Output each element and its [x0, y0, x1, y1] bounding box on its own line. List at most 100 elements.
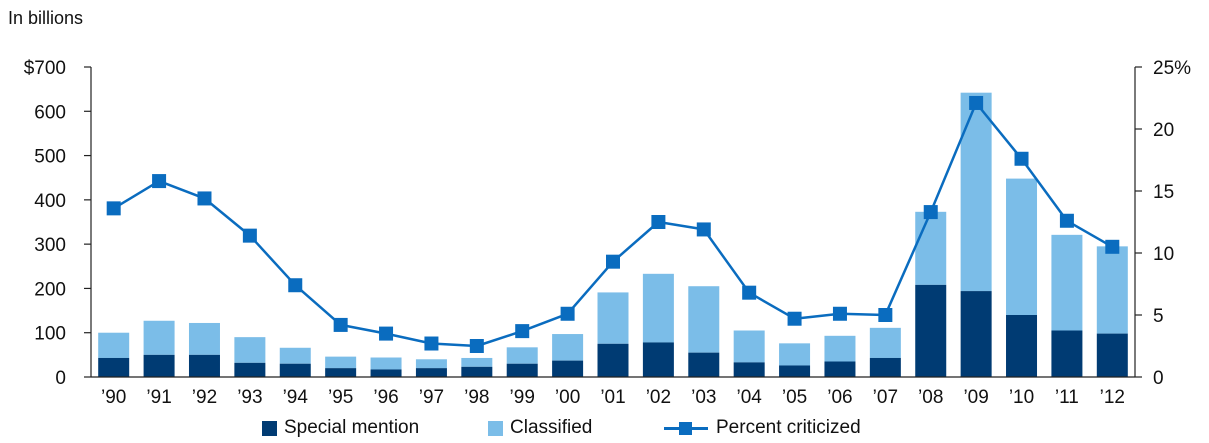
bar-special-mention	[824, 361, 856, 377]
percent-criticized-point	[242, 228, 257, 243]
bar-classified	[188, 322, 220, 355]
bar-classified	[779, 343, 811, 366]
x-axis: ’90 ’91 ’92 ’93 ’94 ’95 ’96 ’97 ’98 ’99 ’00 ’01 ’02 ’…	[91, 376, 1135, 408]
percent-criticized-point	[878, 308, 893, 322]
bar-special-mention	[688, 352, 720, 377]
percent-criticized-point	[1105, 239, 1120, 254]
percent-criticized-point	[969, 95, 984, 110]
bar-special-mention	[325, 368, 357, 377]
bar-special-mention	[779, 365, 811, 377]
bar-classified	[552, 334, 584, 361]
x-tick-label: ’99	[510, 387, 535, 408]
x-tick-label: ’97	[419, 387, 444, 408]
x-tick-label: ’11	[1055, 387, 1079, 408]
bar-classified	[960, 92, 992, 292]
bar-classified	[824, 335, 856, 362]
x-tick-label: ’98	[464, 387, 489, 408]
x-tick-label: ’92	[192, 387, 217, 408]
right-axis: 0 5 10 15 20 25%	[1134, 58, 1191, 389]
x-tick-label: ’00	[555, 387, 580, 408]
percent-criticized-point	[560, 306, 575, 321]
percent-criticized-point	[288, 278, 303, 293]
x-tick-label: ’93	[237, 387, 262, 408]
bar-classified	[597, 292, 629, 344]
bar-classified	[869, 327, 901, 358]
x-tick-label: ’09	[963, 387, 988, 408]
left-tick-label: $700	[24, 58, 66, 79]
bar-special-mention	[552, 360, 584, 377]
percent-criticized-point	[469, 339, 484, 353]
x-tick-label: ’12	[1100, 387, 1125, 408]
x-tick-label: ’05	[782, 387, 807, 408]
x-tick-label: ’90	[101, 387, 126, 408]
bar-classified	[143, 320, 175, 355]
bar-special-mention	[370, 369, 402, 377]
legend-item-special-mention: Special mention	[262, 417, 419, 439]
legend: Special mention Classified Percent criti…	[0, 417, 1209, 443]
bar-special-mention	[960, 291, 992, 377]
bar-classified	[733, 330, 765, 363]
bar-classified	[915, 211, 947, 285]
bar-special-mention	[869, 357, 901, 377]
legend-item-percent-criticized: Percent criticized	[664, 417, 861, 439]
percent-criticized-point	[832, 306, 847, 321]
bar-special-mention	[234, 362, 266, 377]
bar-classified	[506, 347, 538, 364]
right-tick-label: 20	[1153, 120, 1174, 141]
bar-classified	[1051, 234, 1083, 331]
x-tick-label: ’01	[600, 387, 625, 408]
bar-special-mention	[415, 368, 447, 377]
legend-label-special-mention: Special mention	[284, 417, 420, 438]
x-tick-label: ’07	[873, 387, 898, 408]
unit-label: In billions	[8, 8, 83, 28]
bar-classified	[279, 347, 311, 364]
bar-special-mention	[1051, 330, 1083, 377]
bar-classified	[98, 332, 130, 358]
x-tick-label: ’02	[646, 387, 671, 408]
percent-criticized-point	[606, 254, 620, 269]
right-tick-label: 10	[1153, 244, 1174, 265]
percent-criticized-point	[742, 285, 757, 300]
bar-special-mention	[733, 362, 765, 377]
bar-special-mention	[143, 354, 175, 377]
bar-special-mention	[506, 363, 538, 377]
percent-criticized-point	[1059, 213, 1074, 228]
bar-classified	[1096, 246, 1128, 334]
legend-label-percent-criticized: Percent criticized	[716, 417, 861, 438]
x-tick-label: ’06	[827, 387, 852, 408]
right-tick-label: 25%	[1153, 58, 1191, 79]
bar-special-mention	[188, 354, 220, 377]
x-tick-label: ’96	[373, 387, 398, 408]
left-tick-label: 300	[34, 235, 66, 256]
percent-line	[106, 95, 1120, 353]
bar-special-mention	[915, 284, 947, 377]
percent-criticized-point	[152, 174, 167, 189]
bar-special-mention	[461, 366, 493, 377]
bar-special-mention	[597, 343, 629, 377]
bar-special-mention	[1006, 315, 1038, 377]
bar-classified	[1006, 178, 1038, 315]
legend-item-classified: Classified	[488, 417, 592, 439]
percent-criticized-point	[106, 201, 121, 216]
x-tick-label: ’04	[736, 387, 762, 408]
left-tick-label: 200	[34, 279, 66, 300]
left-tick-label: 400	[34, 191, 66, 212]
left-tick-label: 500	[34, 147, 66, 168]
percent-criticized-point	[515, 324, 530, 339]
bar-special-mention	[642, 342, 674, 377]
bar-classified	[415, 359, 447, 369]
percent-criticized-point	[197, 191, 212, 206]
bars	[98, 92, 1128, 377]
bar-classified	[642, 273, 674, 343]
percent-criticized-point	[651, 215, 666, 229]
bar-classified	[461, 357, 493, 367]
percent-criticized-point	[923, 205, 938, 220]
legend-swatch-percent-criticized	[664, 421, 708, 436]
x-tick-label: ’08	[918, 387, 943, 408]
bar-classified	[370, 357, 402, 370]
bar-special-mention	[98, 357, 130, 377]
right-tick-label: 5	[1153, 306, 1164, 327]
percent-criticized-point	[787, 311, 802, 326]
left-axis: 0 100 200 300 400 500 600 $700	[24, 58, 92, 389]
chart: In billions 0 100 200 300 400 500 600 $700 0 5 10…	[8, 8, 1191, 408]
